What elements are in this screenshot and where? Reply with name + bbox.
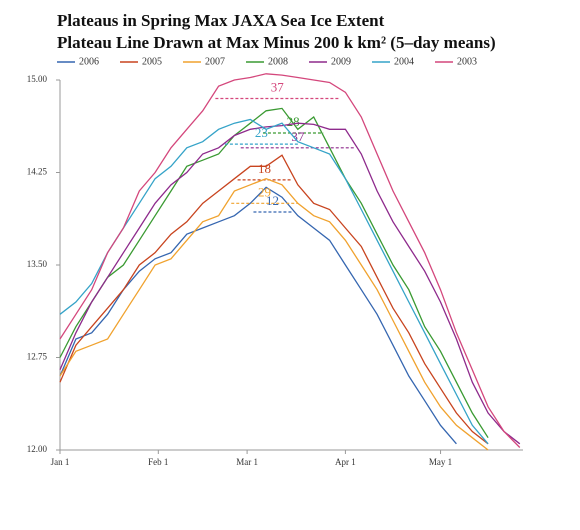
x-tick-label: Mar 1: [236, 457, 258, 467]
plateau-label: 12: [266, 193, 279, 208]
legend-label: 2004: [394, 56, 414, 67]
x-tick-label: Apr 1: [335, 457, 356, 467]
plateau-label: 37: [291, 129, 305, 144]
legend-label: 2006: [79, 56, 99, 67]
series-line: [59, 122, 521, 445]
legend-label: 2009: [331, 56, 351, 67]
series-line: [59, 118, 489, 445]
plateau-label: 37: [271, 79, 285, 94]
x-tick-label: May 1: [429, 457, 452, 467]
series-line: [59, 73, 521, 448]
legend-label: 2005: [142, 56, 162, 67]
series-line: [59, 154, 489, 445]
chart-title: Plateaus in Spring Max JAXA Sea Ice Exte…: [57, 11, 385, 30]
chart-subtitle: Plateau Line Drawn at Max Minus 200 k km…: [57, 33, 496, 52]
x-tick-label: Feb 1: [148, 457, 168, 467]
plateau-label: 28: [287, 114, 300, 129]
y-tick-label: 12.75: [27, 352, 48, 362]
legend-label: 2003: [457, 56, 477, 67]
series-line: [59, 107, 489, 439]
plateau-label: 23: [255, 125, 268, 140]
y-tick-label: 12.00: [27, 444, 48, 454]
y-tick-label: 15.00: [27, 74, 48, 84]
y-tick-label: 14.25: [27, 167, 48, 177]
plateau-label: 29: [258, 184, 271, 199]
plateau-label: 18: [258, 161, 271, 176]
legend-label: 2008: [268, 56, 288, 67]
series-line: [59, 178, 489, 451]
y-tick-label: 13.50: [27, 259, 48, 269]
legend-label: 2007: [205, 56, 225, 67]
x-tick-label: Jan 1: [51, 457, 70, 467]
